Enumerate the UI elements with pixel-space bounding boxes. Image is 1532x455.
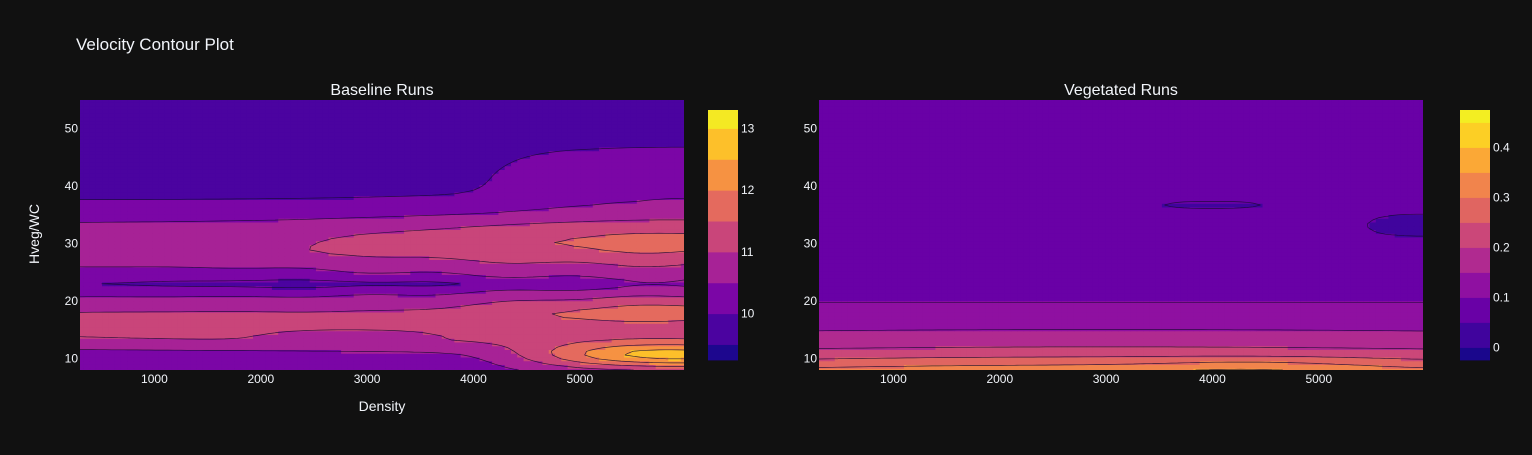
y-tick-label: 40 <box>804 179 818 193</box>
colorbar-tick-label: 10 <box>741 307 755 321</box>
colorbar-tick-label: 11 <box>741 245 754 259</box>
colorbar-segment <box>708 221 738 252</box>
x-tick-label: 3000 <box>354 372 381 386</box>
colorbar-segment <box>1460 110 1490 123</box>
x-tick-label: 5000 <box>1305 372 1332 386</box>
baseline-x-label: Density <box>359 398 406 414</box>
colorbar-segment <box>1460 348 1490 361</box>
x-tick-label: 2000 <box>986 372 1013 386</box>
x-tick-label: 1000 <box>880 372 907 386</box>
colorbar-segment <box>708 110 738 129</box>
y-tick-label: 50 <box>65 122 79 136</box>
y-tick-label: 10 <box>804 352 818 366</box>
baseline-contour <box>77 98 688 372</box>
y-tick-label: 20 <box>65 294 79 308</box>
x-tick-label: 3000 <box>1093 372 1120 386</box>
page-title: Velocity Contour Plot <box>76 35 234 54</box>
vegetated-title: Vegetated Runs <box>1064 82 1178 99</box>
colorbar-segment <box>708 159 738 190</box>
baseline-title: Baseline Runs <box>330 82 433 99</box>
baseline-y-label: Hveg/WC <box>26 204 42 264</box>
y-tick-label: 50 <box>804 122 818 136</box>
y-tick-label: 40 <box>65 179 79 193</box>
colorbar-segment <box>1460 148 1490 173</box>
x-tick-label: 1000 <box>141 372 168 386</box>
baseline-colorbar: 10 11 12 13 <box>708 110 755 360</box>
colorbar-segment <box>708 190 738 221</box>
colorbar-segment <box>1460 223 1490 248</box>
colorbar-tick-label: 0.1 <box>1493 291 1510 305</box>
baseline-y-ticks: 10 20 30 40 50 <box>65 122 79 366</box>
vegetated-colorbar: 0 0.1 0.2 0.3 0.4 <box>1460 110 1510 360</box>
colorbar-tick-label: 0.4 <box>1493 141 1510 155</box>
vegetated-x-ticks: 1000 2000 3000 4000 5000 <box>880 372 1332 386</box>
y-tick-label: 10 <box>65 352 79 366</box>
vegetated-contour <box>816 98 1427 372</box>
colorbar-segment <box>708 283 738 314</box>
x-tick-label: 2000 <box>247 372 274 386</box>
x-tick-label: 4000 <box>460 372 487 386</box>
colorbar-segment <box>1460 248 1490 273</box>
x-tick-label: 5000 <box>566 372 593 386</box>
contour-fill <box>816 98 1427 372</box>
colorbar-tick-label: 12 <box>741 183 755 197</box>
colorbar-segment <box>708 129 738 160</box>
y-tick-label: 20 <box>804 294 818 308</box>
colorbar-segment <box>1460 323 1490 348</box>
x-tick-label: 4000 <box>1199 372 1226 386</box>
colorbar-segment <box>1460 298 1490 323</box>
y-tick-label: 30 <box>804 237 818 251</box>
vegetated-panel: Vegetated Runs 1000 2000 3000 4000 5000 10 20… <box>804 82 1510 386</box>
colorbar-segment <box>1460 173 1490 198</box>
colorbar-segment <box>1460 198 1490 223</box>
colorbar-segment <box>708 345 738 361</box>
colorbar-tick-label: 13 <box>741 122 755 136</box>
colorbar-segment <box>1460 273 1490 298</box>
colorbar-tick-label: 0 <box>1493 341 1500 355</box>
baseline-panel: Baseline Runs 1000 2000 3000 4000 5000 10 20 3… <box>26 82 755 414</box>
colorbar-tick-label: 0.3 <box>1493 191 1510 205</box>
colorbar-tick-label: 0.2 <box>1493 241 1510 255</box>
baseline-x-ticks: 1000 2000 3000 4000 5000 <box>141 372 593 386</box>
contour-fill <box>77 98 688 372</box>
vegetated-y-ticks: 10 20 30 40 50 <box>804 122 818 366</box>
colorbar-segment <box>1460 123 1490 148</box>
colorbar-segment <box>708 252 738 283</box>
y-tick-label: 30 <box>65 237 79 251</box>
colorbar-segment <box>708 314 738 345</box>
